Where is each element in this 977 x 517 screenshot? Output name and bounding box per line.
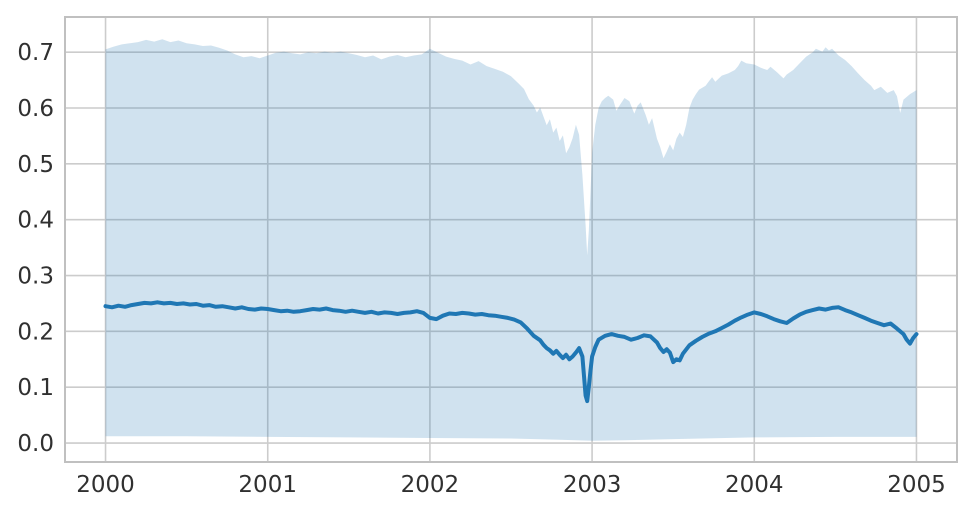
x-tick-label: 2004 [725, 472, 784, 498]
y-tick-label: 0.6 [17, 96, 54, 122]
plot-border [64, 16, 958, 463]
x-axis-tick-labels: 2000 2001 2002 2003 2004 2005 [76, 472, 946, 498]
mean-line [103, 300, 919, 404]
x-tick-label: 2000 [76, 472, 135, 498]
confidence-band [105, 39, 917, 441]
x-tick-label: 2002 [401, 472, 460, 498]
y-tick-label: 0.1 [17, 375, 54, 401]
x-tick-label: 2003 [563, 472, 622, 498]
y-tick-label: 0.5 [17, 152, 54, 178]
grid-layer [65, 17, 957, 462]
y-tick-label: 0.3 [17, 264, 54, 290]
y-axis-tick-labels: 0.0 0.1 0.2 0.3 0.4 0.5 0.6 0.7 [17, 40, 54, 457]
y-tick-label: 0.4 [17, 208, 54, 234]
y-tick-label: 0.2 [17, 319, 54, 345]
x-tick-label: 2001 [238, 472, 297, 498]
y-tick-label: 0.7 [17, 40, 54, 66]
y-tick-label: 0.0 [17, 431, 54, 457]
x-tick-label: 2005 [887, 472, 946, 498]
